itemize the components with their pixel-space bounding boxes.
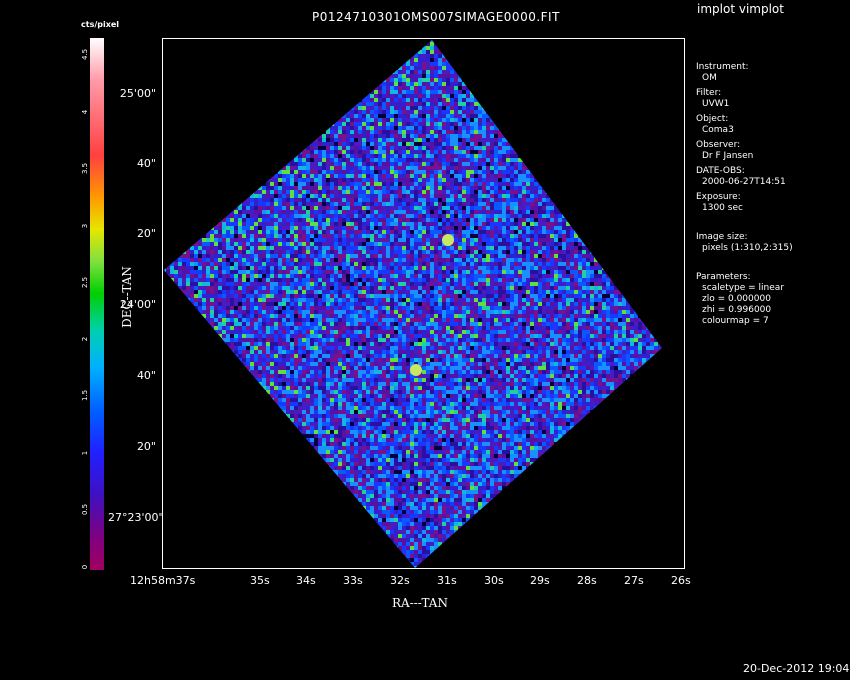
plot-title: P0124710301OMS007SIMAGE0000.FIT <box>312 10 560 24</box>
x-tick-label: 31s <box>437 574 457 587</box>
y-tick-label: 25'00" <box>119 87 156 100</box>
param-colourmap: colourmap = 7 <box>702 316 769 326</box>
x-tick-label: 12h58m37s <box>130 574 196 587</box>
colorbar <box>90 38 104 570</box>
param-zlo: zlo = 0.000000 <box>702 294 771 304</box>
x-tick-label: 29s <box>530 574 550 587</box>
exposure-key: Exposure: <box>696 192 741 202</box>
y-tick-label: 24'00" <box>119 298 156 311</box>
object-key: Object: <box>696 114 729 124</box>
instrument-value: OM <box>702 73 717 83</box>
exposure-value: 1300 sec <box>702 203 743 213</box>
param-zhi: zhi = 0.996000 <box>702 305 772 315</box>
info-panel: Instrument: OM Filter: UVW1 Object: Coma… <box>696 58 793 327</box>
x-tick-label: 26s <box>671 574 691 587</box>
x-axis-title: RA---TAN <box>392 596 448 610</box>
observer-key: Observer: <box>696 140 741 150</box>
x-tick-label: 30s <box>484 574 504 587</box>
x-tick-label: 35s <box>250 574 270 587</box>
y-tick-label: 20" <box>136 440 156 453</box>
y-tick-label: 40" <box>136 157 156 170</box>
x-tick-label: 32s <box>390 574 410 587</box>
point-source <box>442 234 454 246</box>
colorbar-label: cts/pixel <box>81 20 120 29</box>
plot-frame <box>162 38 685 569</box>
params-key: Parameters: <box>696 272 751 282</box>
x-tick-label: 28s <box>577 574 597 587</box>
object-value: Coma3 <box>702 125 734 135</box>
instrument-key: Instrument: <box>696 62 749 72</box>
x-tick-label: 27s <box>624 574 644 587</box>
param-scaletype: scaletype = linear <box>702 283 785 293</box>
y-tick-label: 40" <box>136 369 156 382</box>
observer-value: Dr F Jansen <box>702 151 754 161</box>
filter-value: UVW1 <box>702 99 730 109</box>
y-axis-title: DEC--TAN <box>119 266 134 328</box>
timestamp: 20-Dec-2012 19:04 <box>743 662 850 675</box>
filter-key: Filter: <box>696 88 722 98</box>
imgsize-value: pixels (1:310,2:315) <box>702 243 793 253</box>
y-tick-label: 27°23'00" <box>108 511 164 524</box>
date-key: DATE-OBS: <box>696 166 745 176</box>
y-tick-label: 20" <box>136 227 156 240</box>
app-label: implot vimplot <box>697 2 784 16</box>
x-tick-label: 33s <box>343 574 363 587</box>
x-tick-label: 34s <box>296 574 316 587</box>
date-value: 2000-06-27T14:51 <box>702 177 786 187</box>
point-source <box>410 364 422 376</box>
imgsize-key: Image size: <box>696 232 748 242</box>
